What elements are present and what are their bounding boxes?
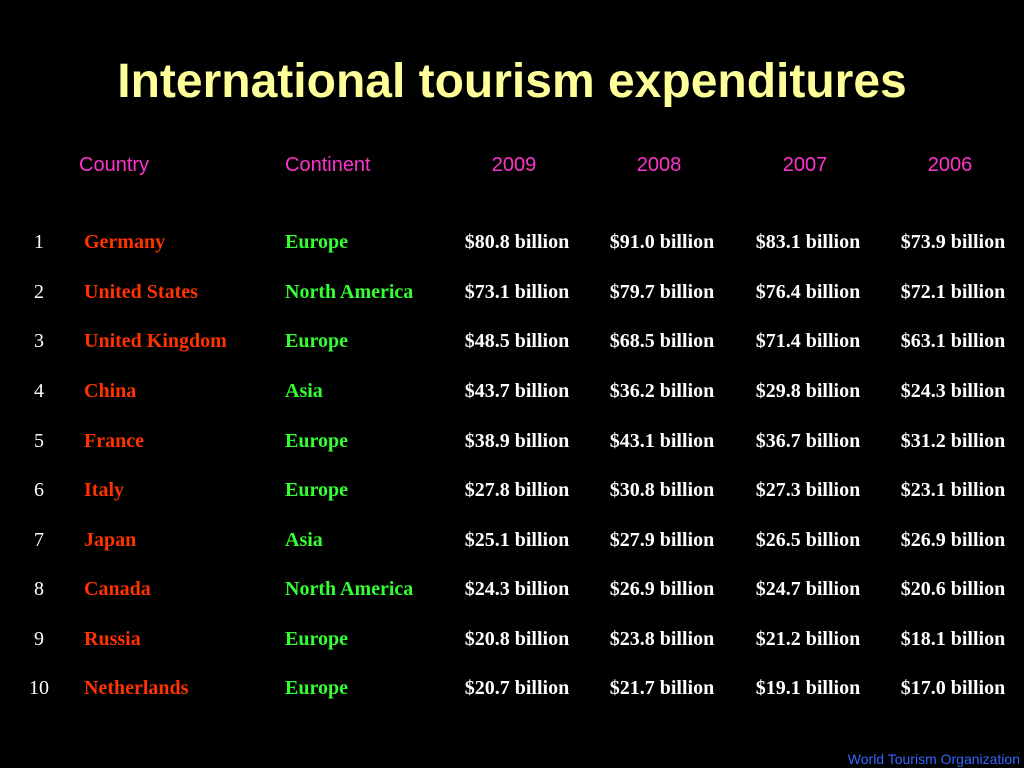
value-2008-cell: $23.8 billion xyxy=(609,628,715,650)
value-2007-cell: $76.4 billion xyxy=(755,281,861,303)
continent-cell: Europe xyxy=(285,231,348,253)
value-2009-cell: $73.1 billion xyxy=(464,281,570,303)
value-2009-cell: $43.7 billion xyxy=(464,380,570,402)
country-cell: Netherlands xyxy=(84,677,189,699)
continent-cell: Europe xyxy=(285,330,348,352)
value-2006-cell: $24.3 billion xyxy=(900,380,1006,402)
rank-cell: 5 xyxy=(34,430,44,452)
continent-cell: Asia xyxy=(285,380,323,402)
value-2007-cell: $21.2 billion xyxy=(755,628,861,650)
value-2008-cell: $21.7 billion xyxy=(609,677,715,699)
value-2007-cell: $83.1 billion xyxy=(755,231,861,253)
value-2006-cell: $31.2 billion xyxy=(900,430,1006,452)
value-2007-cell: $71.4 billion xyxy=(755,330,861,352)
value-2008-cell: $79.7 billion xyxy=(609,281,715,303)
table-row: 3 United Kingdom Europe $48.5 billion $6… xyxy=(0,326,1024,356)
slide-title: International tourism expenditures xyxy=(117,55,907,108)
source-credit: World Tourism Organization xyxy=(847,751,1020,767)
value-2008-cell: $26.9 billion xyxy=(609,578,715,600)
value-2008-cell: $30.8 billion xyxy=(609,479,715,501)
value-2006-cell: $23.1 billion xyxy=(900,479,1006,501)
country-cell: United Kingdom xyxy=(84,330,227,352)
header-2006: 2006 xyxy=(927,154,973,176)
rank-cell: 9 xyxy=(34,628,44,650)
value-2009-cell: $48.5 billion xyxy=(464,330,570,352)
table-row: 5 France Europe $38.9 billion $43.1 bill… xyxy=(0,426,1024,456)
continent-cell: Europe xyxy=(285,677,348,699)
value-2007-cell: $27.3 billion xyxy=(755,479,861,501)
value-2009-cell: $25.1 billion xyxy=(464,529,570,551)
country-cell: Germany xyxy=(84,231,166,253)
continent-cell: North America xyxy=(285,281,414,303)
value-2008-cell: $68.5 billion xyxy=(609,330,715,352)
value-2006-cell: $17.0 billion xyxy=(900,677,1006,699)
rank-cell: 3 xyxy=(34,330,44,352)
value-2006-cell: $72.1 billion xyxy=(900,281,1006,303)
header-continent: Continent xyxy=(285,154,371,176)
header-2007: 2007 xyxy=(782,154,828,176)
value-2009-cell: $38.9 billion xyxy=(464,430,570,452)
value-2006-cell: $73.9 billion xyxy=(900,231,1006,253)
value-2008-cell: $91.0 billion xyxy=(609,231,715,253)
table-row: 1 Germany Europe $80.8 billion $91.0 bil… xyxy=(0,227,1024,257)
country-cell: Canada xyxy=(84,578,151,600)
header-2008: 2008 xyxy=(636,154,682,176)
header-country: Country xyxy=(79,154,150,176)
value-2006-cell: $63.1 billion xyxy=(900,330,1006,352)
header-2009: 2009 xyxy=(491,154,537,176)
rank-cell: 8 xyxy=(34,578,44,600)
value-2008-cell: $27.9 billion xyxy=(609,529,715,551)
value-2006-cell: $20.6 billion xyxy=(900,578,1006,600)
country-cell: Italy xyxy=(84,479,124,501)
country-cell: China xyxy=(84,380,137,402)
table-row: 2 United States North America $73.1 bill… xyxy=(0,277,1024,307)
table-row: 6 Italy Europe $27.8 billion $30.8 billi… xyxy=(0,475,1024,505)
table-row: 10 Netherlands Europe $20.7 billion $21.… xyxy=(0,673,1024,703)
table-row: 4 China Asia $43.7 billion $36.2 billion… xyxy=(0,376,1024,406)
value-2009-cell: $20.8 billion xyxy=(464,628,570,650)
value-2007-cell: $29.8 billion xyxy=(755,380,861,402)
value-2008-cell: $36.2 billion xyxy=(609,380,715,402)
country-cell: Russia xyxy=(84,628,141,650)
rank-cell: 4 xyxy=(34,380,44,402)
value-2009-cell: $24.3 billion xyxy=(464,578,570,600)
value-2006-cell: $18.1 billion xyxy=(900,628,1006,650)
value-2009-cell: $80.8 billion xyxy=(464,231,570,253)
table-row: 9 Russia Europe $20.8 billion $23.8 bill… xyxy=(0,624,1024,654)
value-2007-cell: $26.5 billion xyxy=(755,529,861,551)
continent-cell: Europe xyxy=(285,430,348,452)
country-cell: France xyxy=(84,430,144,452)
continent-cell: North America xyxy=(285,578,414,600)
table-row: 7 Japan Asia $25.1 billion $27.9 billion… xyxy=(0,525,1024,555)
value-2009-cell: $20.7 billion xyxy=(464,677,570,699)
value-2007-cell: $19.1 billion xyxy=(755,677,861,699)
value-2007-cell: $36.7 billion xyxy=(755,430,861,452)
value-2006-cell: $26.9 billion xyxy=(900,529,1006,551)
rank-cell: 7 xyxy=(34,529,44,551)
table-row: 8 Canada North America $24.3 billion $26… xyxy=(0,574,1024,604)
value-2008-cell: $43.1 billion xyxy=(609,430,715,452)
country-cell: United States xyxy=(84,281,198,303)
value-2009-cell: $27.8 billion xyxy=(464,479,570,501)
continent-cell: Europe xyxy=(285,628,348,650)
rank-cell: 2 xyxy=(34,281,44,303)
continent-cell: Asia xyxy=(285,529,323,551)
rank-cell: 1 xyxy=(34,231,44,253)
rank-cell: 10 xyxy=(29,677,49,699)
country-cell: Japan xyxy=(84,529,137,551)
value-2007-cell: $24.7 billion xyxy=(755,578,861,600)
continent-cell: Europe xyxy=(285,479,348,501)
rank-cell: 6 xyxy=(34,479,44,501)
